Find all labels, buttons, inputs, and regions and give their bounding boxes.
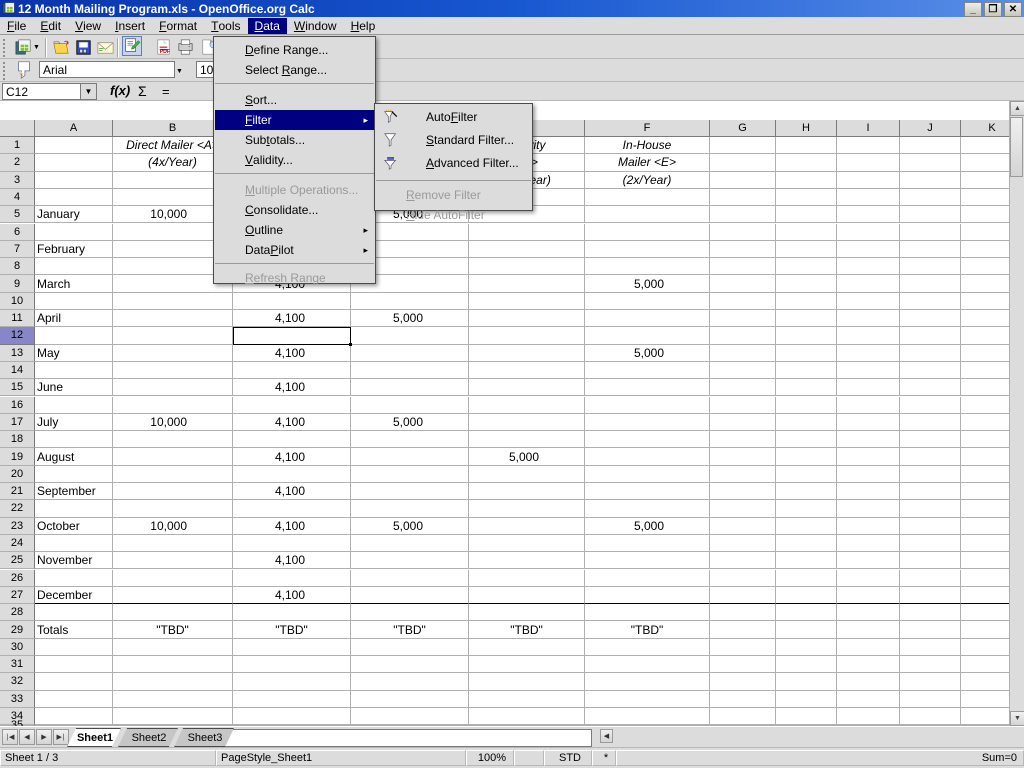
svg-text:PDF: PDF [159, 49, 169, 55]
